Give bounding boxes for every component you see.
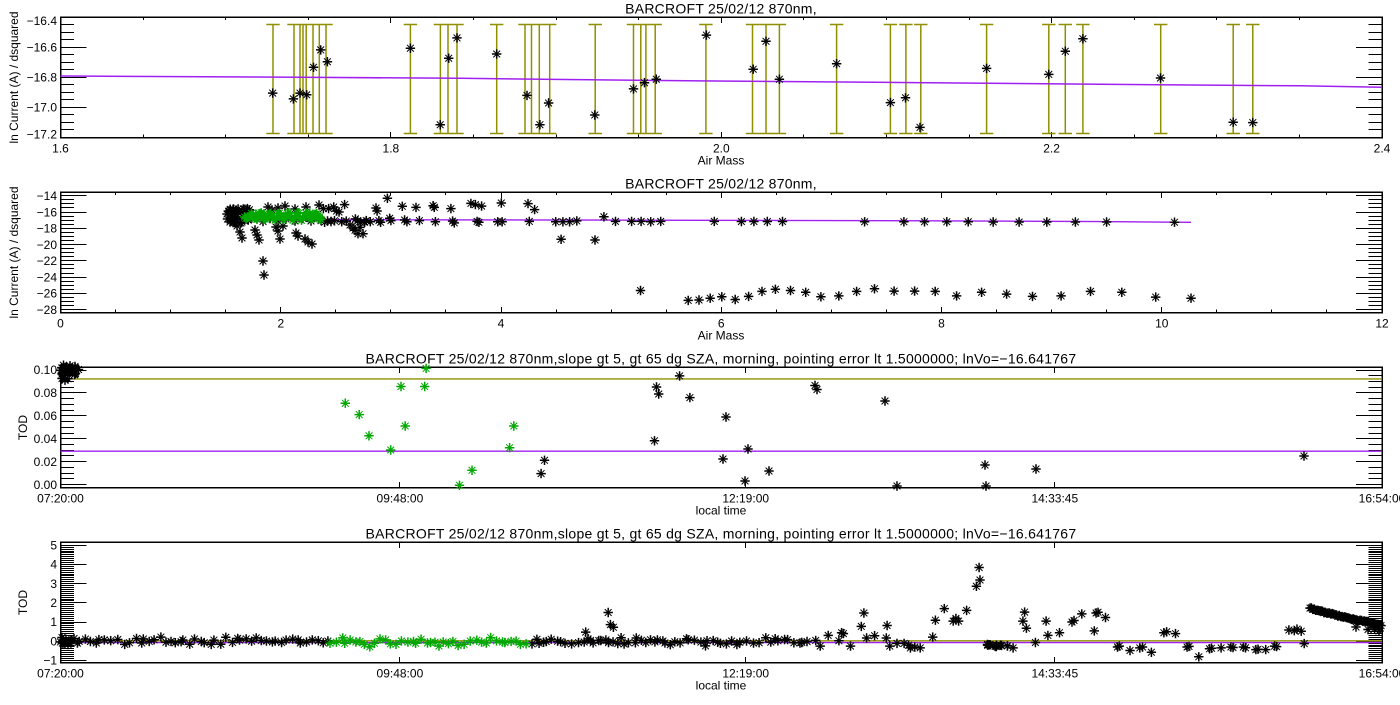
svg-text:−16.6: −16.6 xyxy=(27,41,58,55)
svg-text:0.02: 0.02 xyxy=(34,455,58,469)
svg-text:local time: local time xyxy=(696,504,747,518)
svg-text:0.04: 0.04 xyxy=(34,432,58,446)
svg-text:Air Mass: Air Mass xyxy=(698,329,745,343)
svg-text:2: 2 xyxy=(50,596,57,610)
svg-text:5: 5 xyxy=(50,539,57,553)
svg-text:−14: −14 xyxy=(37,189,58,203)
svg-text:8: 8 xyxy=(938,316,945,330)
svg-text:−16: −16 xyxy=(37,205,58,219)
svg-text:ln Current (A) / dsquared: ln Current (A) / dsquared xyxy=(7,186,21,318)
svg-text:BARCROFT 25/02/12 870nm,: BARCROFT 25/02/12 870nm, xyxy=(625,0,817,16)
svg-text:local time: local time xyxy=(696,679,747,693)
svg-text:−22: −22 xyxy=(37,254,58,268)
svg-text:0.00: 0.00 xyxy=(34,478,58,492)
svg-text:1: 1 xyxy=(50,615,57,629)
svg-text:4: 4 xyxy=(50,558,57,572)
svg-text:6: 6 xyxy=(718,316,725,330)
svg-text:−16.4: −16.4 xyxy=(27,14,58,28)
svg-text:09:48:00: 09:48:00 xyxy=(377,666,424,680)
svg-text:BARCROFT 25/02/12 870nm,slope: BARCROFT 25/02/12 870nm,slope gt 5, gt 6… xyxy=(366,525,1077,541)
svg-text:BARCROFT 25/02/12 870nm,slope: BARCROFT 25/02/12 870nm,slope gt 5, gt 6… xyxy=(366,350,1077,366)
svg-text:16:54:00: 16:54:00 xyxy=(1359,666,1400,680)
svg-text:12:19:00: 12:19:00 xyxy=(722,491,769,505)
svg-text:−18: −18 xyxy=(37,222,58,236)
svg-text:07:20:00: 07:20:00 xyxy=(37,491,84,505)
svg-text:1.6: 1.6 xyxy=(52,141,69,155)
svg-text:2.0: 2.0 xyxy=(713,141,730,155)
svg-text:07:20:00: 07:20:00 xyxy=(37,666,84,680)
svg-text:0.10: 0.10 xyxy=(34,363,58,377)
svg-text:−17.0: −17.0 xyxy=(27,101,58,115)
svg-text:12:19:00: 12:19:00 xyxy=(722,666,769,680)
svg-text:−20: −20 xyxy=(37,238,58,252)
svg-text:Air Mass: Air Mass xyxy=(698,154,745,168)
svg-text:2: 2 xyxy=(277,316,284,330)
svg-text:−26: −26 xyxy=(37,287,58,301)
svg-text:2.4: 2.4 xyxy=(1374,141,1391,155)
svg-text:−28: −28 xyxy=(37,303,58,317)
svg-text:0: 0 xyxy=(50,634,57,648)
svg-text:−1: −1 xyxy=(43,654,57,668)
svg-text:3: 3 xyxy=(50,577,57,591)
svg-text:14:33:45: 14:33:45 xyxy=(1031,666,1078,680)
svg-text:1.8: 1.8 xyxy=(383,141,400,155)
svg-text:4: 4 xyxy=(498,316,505,330)
svg-text:−17.2: −17.2 xyxy=(27,128,58,142)
svg-text:TOD: TOD xyxy=(16,590,30,615)
svg-text:−16.8: −16.8 xyxy=(27,71,58,85)
svg-text:BARCROFT 25/02/12 870nm,: BARCROFT 25/02/12 870nm, xyxy=(625,175,817,191)
svg-text:ln Current (A) / dsquared: ln Current (A) / dsquared xyxy=(7,11,21,143)
svg-text:14:33:45: 14:33:45 xyxy=(1031,491,1078,505)
svg-text:09:48:00: 09:48:00 xyxy=(377,491,424,505)
svg-text:0.06: 0.06 xyxy=(34,409,58,423)
svg-text:12: 12 xyxy=(1375,316,1389,330)
svg-text:16:54:00: 16:54:00 xyxy=(1359,491,1400,505)
svg-text:2.2: 2.2 xyxy=(1043,141,1060,155)
svg-text:TOD: TOD xyxy=(16,415,30,440)
svg-text:10: 10 xyxy=(1155,316,1169,330)
svg-text:−24: −24 xyxy=(37,270,58,284)
svg-text:0.08: 0.08 xyxy=(34,386,58,400)
svg-text:0: 0 xyxy=(57,316,64,330)
